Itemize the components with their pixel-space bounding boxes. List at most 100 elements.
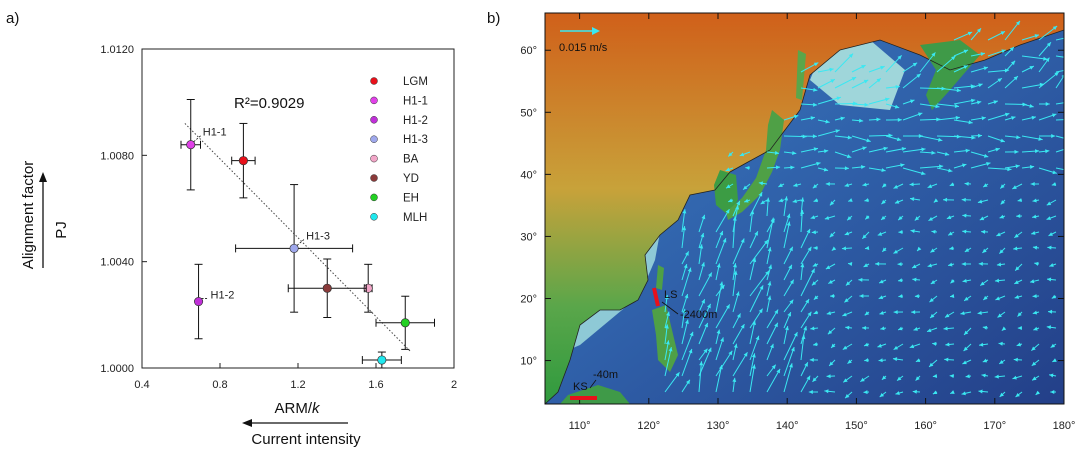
arrowhead-icon	[944, 357, 949, 362]
arrowhead-icon	[976, 100, 982, 105]
current-vector	[1055, 102, 1064, 105]
legend-item-eh: EH	[370, 192, 419, 204]
arrowhead-icon	[736, 200, 740, 206]
y-tick-label: 1.0120	[100, 44, 134, 56]
arrowhead-icon	[803, 326, 808, 331]
arrowhead-icon	[722, 238, 727, 243]
arrowhead-icon	[848, 198, 853, 202]
arrowhead-icon	[897, 55, 902, 60]
arrowhead-icon	[971, 135, 976, 140]
arrowhead-icon	[845, 325, 850, 330]
current-vector	[1055, 70, 1064, 73]
current-vector	[732, 216, 736, 249]
arrowhead-icon	[792, 151, 797, 156]
arrowhead-icon	[909, 197, 915, 202]
arrowhead-icon	[997, 313, 1002, 318]
arrowhead-icon	[824, 389, 829, 394]
data-point-yd	[287, 258, 367, 318]
arrowhead-icon	[950, 390, 955, 394]
arrowhead-icon	[898, 215, 903, 221]
arrowhead-icon	[790, 165, 795, 170]
arrowhead-icon	[688, 348, 693, 354]
arrowhead-icon	[725, 304, 730, 309]
arrowhead-icon	[1000, 138, 1005, 143]
arrowhead-icon	[1049, 373, 1054, 378]
arrowhead-icon	[1031, 115, 1036, 120]
arrowhead-icon	[963, 65, 968, 70]
arrowhead-icon	[733, 343, 738, 349]
arrowhead-icon	[1029, 103, 1034, 108]
arrowhead-icon	[962, 360, 967, 365]
arrowhead-icon	[983, 295, 988, 300]
arrowhead-icon	[816, 161, 821, 166]
arrowhead-icon	[789, 246, 793, 252]
arrowhead-icon	[1013, 76, 1018, 81]
arrowhead-icon	[811, 268, 815, 274]
arrowhead-icon	[768, 264, 773, 270]
arrowhead-icon	[699, 361, 704, 366]
arrowhead-icon	[1016, 214, 1021, 219]
arrowhead-icon	[893, 184, 898, 189]
arrowhead-icon	[812, 184, 818, 189]
arrowhead-icon	[1052, 358, 1057, 362]
arrowhead-icon	[1004, 112, 1010, 117]
arrowhead-icon	[732, 216, 737, 221]
lon-tick-label: 170°	[983, 420, 1006, 432]
arrowhead-icon	[786, 221, 791, 226]
legend-swatch	[370, 77, 378, 85]
scatter-chart: 0.4 0.8 1.2 1.6 2 1.0000 1.0040 1.0080 1.0120 H1…	[20, 44, 457, 448]
arrowhead-icon	[981, 229, 986, 234]
arrowhead-icon	[1045, 149, 1050, 154]
arrowhead-icon	[864, 198, 869, 203]
arrowhead-icon	[1048, 309, 1053, 314]
arrowhead-icon	[895, 84, 900, 89]
arrowhead-icon	[932, 341, 937, 346]
arrowhead-icon	[917, 246, 922, 251]
arrowhead-icon	[860, 377, 865, 382]
arrowhead-icon	[1032, 198, 1037, 203]
arrowhead-icon	[948, 168, 953, 173]
arrowhead-icon	[1007, 167, 1012, 172]
legend-swatch	[370, 193, 378, 202]
arrowhead-icon	[830, 79, 835, 83]
point-marker	[400, 318, 410, 328]
current-vectors	[664, 20, 1064, 399]
legend-label: EH	[403, 192, 419, 204]
arrowhead-icon	[830, 294, 835, 299]
arrowhead-icon	[812, 262, 818, 267]
data-points: H1-1 H1-3 H1-2	[180, 99, 435, 369]
arrowhead-icon	[1013, 357, 1018, 362]
arrowhead-icon	[979, 216, 985, 221]
y-tick-label: 1.0080	[100, 150, 134, 162]
lat-tick-label: 20°	[520, 293, 537, 305]
arrowhead-icon	[813, 62, 819, 67]
point-marker	[194, 296, 204, 307]
korea-land	[714, 170, 738, 215]
arrowhead-icon	[687, 267, 692, 273]
legend-label: H1-1	[403, 95, 428, 107]
arrowhead-icon	[789, 279, 794, 285]
data-point-mlh	[361, 351, 402, 369]
arrowhead-icon	[897, 376, 902, 381]
arrowhead-icon	[931, 150, 936, 155]
arrowhead-icon	[774, 322, 778, 328]
legend: LGM H1-1 H1-2 H1-3 BA YD EH MLH	[370, 76, 428, 224]
arrowhead-icon	[835, 129, 840, 134]
arrowhead-icon	[811, 281, 817, 286]
arrowhead-icon	[1031, 361, 1037, 366]
r-squared-label: R²=0.9029	[234, 95, 304, 112]
point-marker	[186, 140, 196, 150]
arrowhead-icon	[827, 330, 833, 335]
arrowhead-icon	[965, 148, 970, 153]
arrowhead-icon	[758, 181, 764, 186]
arrowhead-icon	[994, 278, 1000, 283]
arrowhead-icon	[995, 296, 1000, 301]
arrowhead-icon	[823, 149, 829, 154]
arrowhead-icon	[915, 358, 921, 363]
japan-land	[726, 110, 784, 220]
current-vector	[698, 272, 713, 297]
arrowhead-icon	[900, 163, 905, 168]
arrowhead-icon	[778, 198, 784, 203]
arrowhead-icon	[750, 210, 755, 215]
arrowhead-icon	[829, 67, 834, 72]
